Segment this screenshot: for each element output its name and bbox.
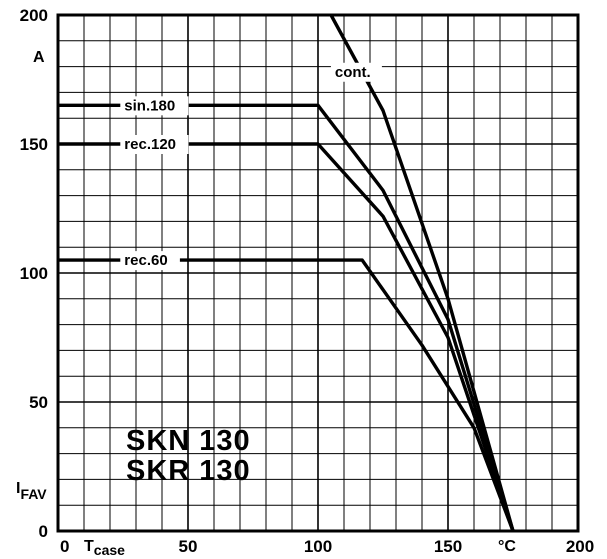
series-line-0 bbox=[58, 103, 515, 532]
device-label-skr: SKR 130 bbox=[126, 455, 251, 487]
series-label-2: rec.60 bbox=[124, 252, 167, 269]
device-label-skn: SKN 130 bbox=[126, 425, 251, 457]
y-axis-label: IFAV bbox=[16, 480, 47, 502]
x-tick-label: 150 bbox=[434, 537, 462, 556]
series-label-0: sin.180 bbox=[124, 97, 175, 114]
x-tick-label: 0 bbox=[60, 537, 69, 556]
y-tick-label: 200 bbox=[20, 6, 48, 25]
y-tick-label: 100 bbox=[20, 264, 48, 283]
series-group bbox=[58, 14, 515, 532]
y-unit-label: A bbox=[33, 49, 45, 66]
y-tick-label: 150 bbox=[20, 135, 48, 154]
series-label-bg bbox=[120, 135, 189, 154]
x-tick-label: 100 bbox=[304, 537, 332, 556]
series-line-2 bbox=[58, 258, 515, 532]
x-tick-label: 50 bbox=[179, 537, 198, 556]
x-axis-label-main: T bbox=[84, 538, 94, 555]
series-line-1 bbox=[58, 142, 515, 532]
x-axis-label-sub: case bbox=[94, 542, 125, 558]
series-label-bg bbox=[330, 62, 382, 82]
x-axis-label: Tcase bbox=[84, 538, 125, 558]
y-tick-label: 0 bbox=[39, 522, 48, 541]
series-label-3: cont. bbox=[335, 64, 371, 81]
grid bbox=[58, 15, 578, 531]
x-unit-label: °C bbox=[498, 538, 516, 555]
series-line-3 bbox=[329, 14, 515, 532]
y-axis-label-main: I bbox=[16, 480, 20, 497]
series-label-1: rec.120 bbox=[124, 136, 176, 153]
tick-labels: 0 50 100 150 200 0 50 100 150 200 bbox=[20, 6, 595, 556]
x-tick-label: 200 bbox=[566, 537, 594, 556]
y-tick-label: 50 bbox=[29, 393, 48, 412]
series-labels: sin.180 rec.120 rec.60 cont. bbox=[120, 62, 382, 271]
plot-frame bbox=[56, 13, 580, 533]
series-label-bg bbox=[120, 251, 180, 271]
y-axis-label-sub: FAV bbox=[20, 486, 47, 502]
series-label-bg bbox=[120, 96, 189, 116]
